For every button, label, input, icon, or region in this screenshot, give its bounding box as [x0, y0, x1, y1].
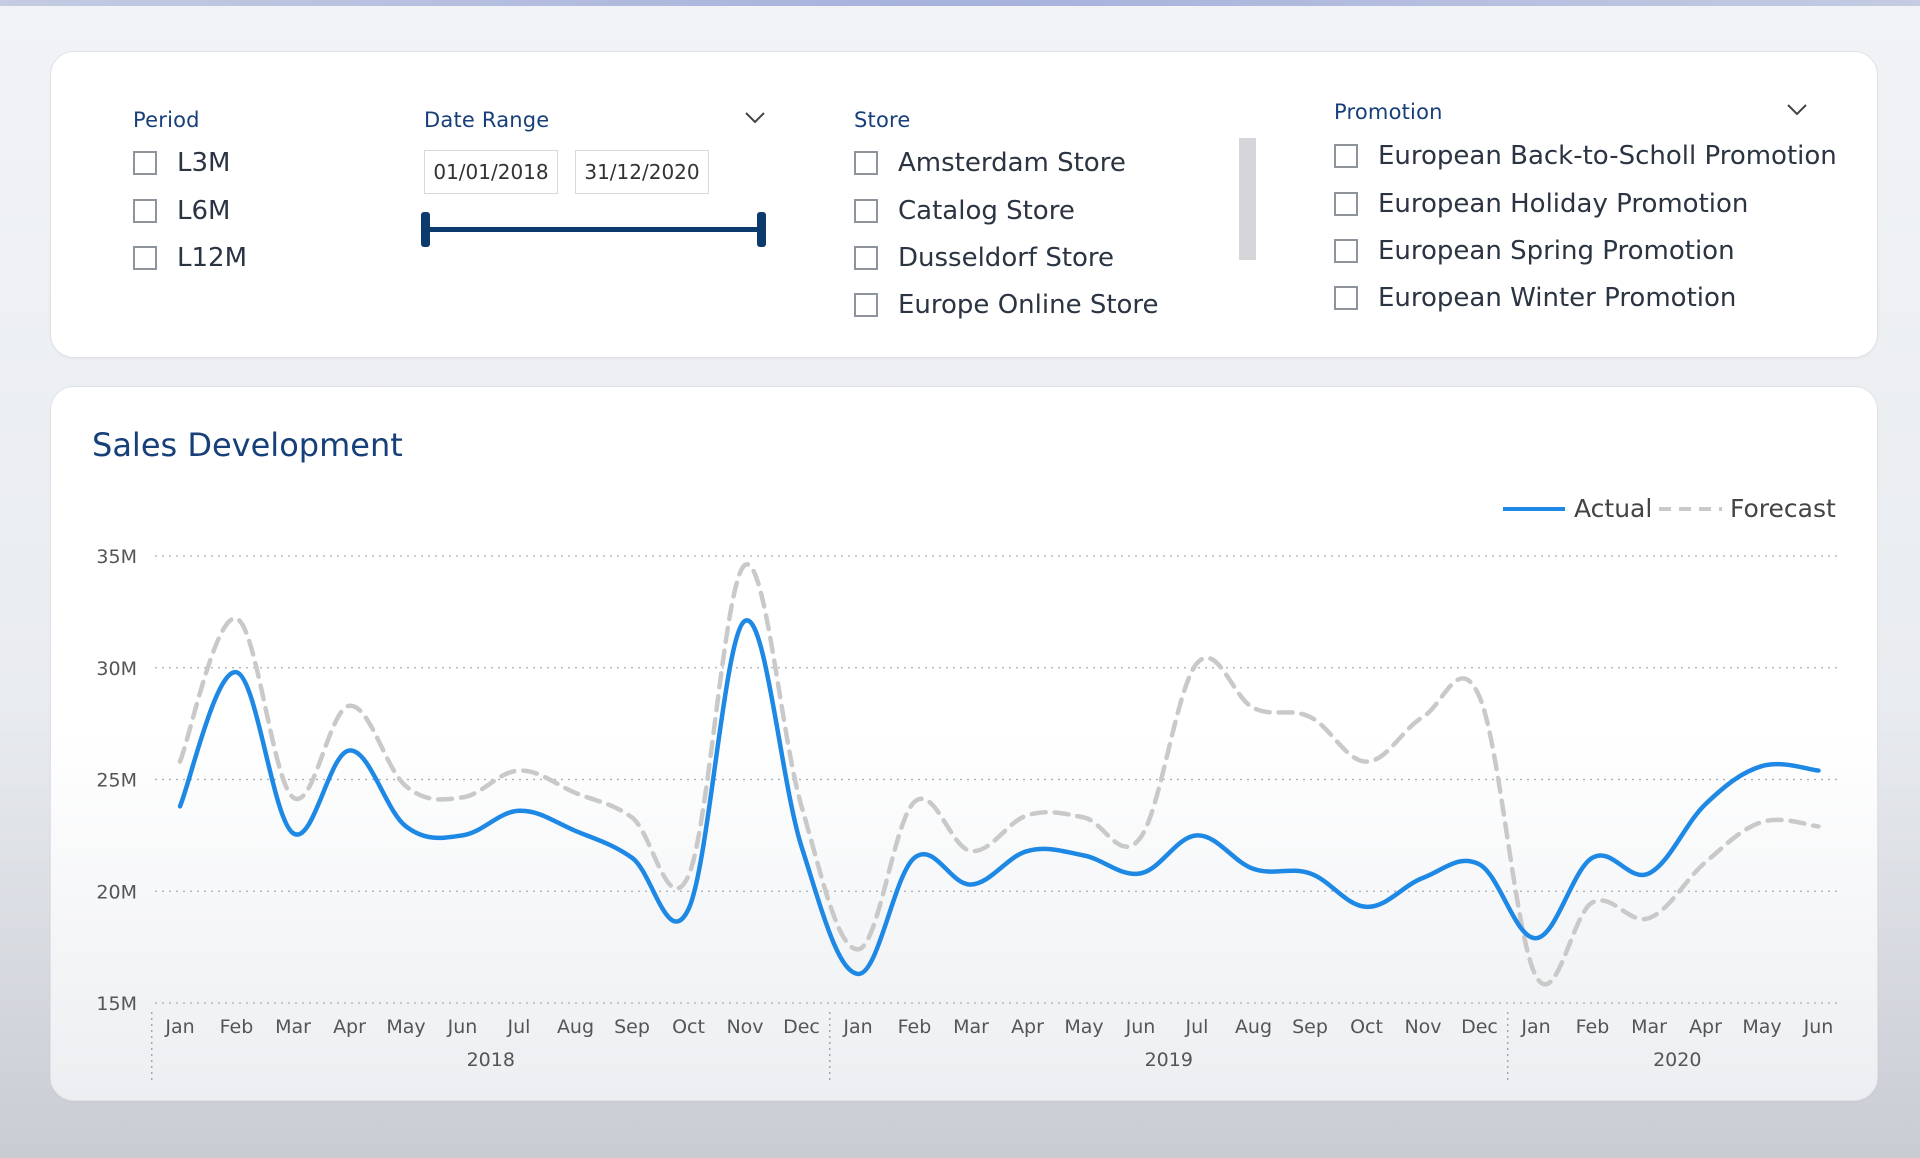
- y-tick-label: 35M: [96, 546, 137, 568]
- checkbox-icon[interactable]: [133, 246, 157, 270]
- x-tick-label: Feb: [898, 1016, 932, 1038]
- filter-panel: [50, 51, 1878, 358]
- x-tick-label: Aug: [1235, 1016, 1272, 1038]
- period-option-label: L6M: [177, 196, 231, 226]
- x-tick-label: Dec: [1461, 1016, 1498, 1038]
- x-tick-label: Sep: [614, 1016, 650, 1038]
- date-range-start-handle[interactable]: [421, 212, 430, 247]
- period-slicer-title: Period: [133, 108, 200, 132]
- period-option-label: L3M: [177, 148, 231, 178]
- period-option-l12m[interactable]: L12M: [133, 241, 247, 275]
- store-option-dusseldorf[interactable]: Dusseldorf Store: [854, 241, 1114, 275]
- y-tick-label: 15M: [96, 993, 137, 1015]
- x-tick-label: Jan: [842, 1016, 872, 1038]
- store-option-amsterdam[interactable]: Amsterdam Store: [854, 146, 1126, 180]
- actual-series-line[interactable]: [177, 618, 1821, 977]
- chevron-down-icon[interactable]: [744, 111, 766, 125]
- period-option-l3m[interactable]: L3M: [133, 146, 230, 180]
- store-option-label: Catalog Store: [898, 196, 1075, 226]
- x-tick-label: Mar: [953, 1016, 989, 1038]
- checkbox-icon[interactable]: [1334, 239, 1358, 263]
- promotion-option-winter[interactable]: European Winter Promotion: [1334, 281, 1736, 315]
- checkbox-icon[interactable]: [854, 151, 878, 175]
- y-tick-label: 30M: [96, 658, 137, 680]
- chevron-down-icon[interactable]: [1786, 103, 1808, 117]
- date-range-slicer-title: Date Range: [424, 108, 550, 132]
- x-tick-label: Oct: [672, 1016, 705, 1038]
- x-tick-label: Feb: [1576, 1016, 1610, 1038]
- year-label: 2018: [467, 1049, 515, 1071]
- date-range-slider-track[interactable]: [425, 227, 763, 232]
- x-tick-label: Aug: [557, 1016, 594, 1038]
- x-tick-label: May: [1064, 1016, 1103, 1038]
- promotion-option-label: European Back-to-Scholl Promotion: [1378, 141, 1837, 171]
- x-tick-label: Jun: [1125, 1016, 1156, 1038]
- y-tick-label: 20M: [96, 881, 137, 903]
- year-label: 2020: [1653, 1049, 1701, 1071]
- x-tick-label: Jun: [1803, 1016, 1834, 1038]
- x-tick-label: Dec: [783, 1016, 820, 1038]
- x-tick-label: Apr: [1689, 1016, 1722, 1038]
- year-label: 2019: [1145, 1049, 1193, 1071]
- promotion-option-label: European Spring Promotion: [1378, 236, 1735, 266]
- checkbox-icon[interactable]: [1334, 144, 1358, 168]
- x-tick-label: Oct: [1350, 1016, 1383, 1038]
- store-option-label: Dusseldorf Store: [898, 243, 1115, 273]
- chart-axes: 15M 20M 25M 30M 35M Jan Feb Mar Apr May Jun Jul Aug S…: [96, 546, 1833, 1080]
- forecast-series-line[interactable]: [177, 562, 1821, 987]
- x-tick-label: Sep: [1292, 1016, 1328, 1038]
- date-range-start-input[interactable]: 01/01/2018: [424, 150, 558, 194]
- checkbox-icon[interactable]: [854, 199, 878, 223]
- checkbox-icon[interactable]: [1334, 286, 1358, 310]
- x-tick-label: Mar: [1631, 1016, 1667, 1038]
- store-list-scrollbar[interactable]: [1239, 138, 1256, 260]
- legend-forecast-label[interactable]: Forecast: [1730, 494, 1836, 523]
- checkbox-icon[interactable]: [854, 246, 878, 270]
- x-tick-label: Feb: [220, 1016, 254, 1038]
- checkbox-icon[interactable]: [133, 151, 157, 175]
- x-tick-label: Nov: [1404, 1016, 1441, 1038]
- x-tick-label: Mar: [275, 1016, 311, 1038]
- chart-legend[interactable]: Actual Forecast: [1503, 494, 1836, 523]
- period-option-label: L12M: [177, 243, 248, 273]
- promotion-option-back-to-school[interactable]: European Back-to-Scholl Promotion: [1334, 139, 1837, 173]
- promotion-option-label: European Winter Promotion: [1378, 283, 1737, 313]
- window-top-border: [0, 0, 1920, 6]
- date-range-end-handle[interactable]: [757, 212, 766, 247]
- x-tick-label: Jan: [164, 1016, 194, 1038]
- x-tick-label: Jun: [447, 1016, 478, 1038]
- promotion-option-spring[interactable]: European Spring Promotion: [1334, 234, 1735, 268]
- store-option-europe-online[interactable]: Europe Online Store: [854, 288, 1159, 322]
- x-tick-label: Apr: [333, 1016, 366, 1038]
- store-slicer-title: Store: [854, 108, 911, 132]
- chart-gridlines: [155, 555, 1838, 1004]
- store-option-label: Europe Online Store: [898, 290, 1159, 320]
- promotion-option-label: European Holiday Promotion: [1378, 189, 1749, 219]
- x-tick-label: Nov: [726, 1016, 763, 1038]
- checkbox-icon[interactable]: [133, 199, 157, 223]
- promotion-option-holiday[interactable]: European Holiday Promotion: [1334, 187, 1748, 221]
- x-tick-label: Jul: [1185, 1016, 1209, 1038]
- store-option-catalog[interactable]: Catalog Store: [854, 194, 1075, 228]
- x-tick-label: May: [1742, 1016, 1781, 1038]
- period-option-l6m[interactable]: L6M: [133, 194, 230, 228]
- x-tick-label: Apr: [1011, 1016, 1044, 1038]
- checkbox-icon[interactable]: [1334, 192, 1358, 216]
- checkbox-icon[interactable]: [854, 293, 878, 317]
- legend-actual-label[interactable]: Actual: [1574, 494, 1652, 523]
- chart-title: Sales Development: [92, 426, 403, 464]
- x-tick-label: Jul: [507, 1016, 531, 1038]
- promotion-slicer-title: Promotion: [1334, 100, 1443, 124]
- date-range-end-input[interactable]: 31/12/2020: [575, 150, 709, 194]
- chart-series[interactable]: [177, 562, 1821, 987]
- x-tick-label: May: [386, 1016, 425, 1038]
- x-tick-label: Jan: [1520, 1016, 1550, 1038]
- y-tick-label: 25M: [96, 770, 137, 792]
- store-option-label: Amsterdam Store: [898, 148, 1126, 178]
- sales-development-visual[interactable]: [50, 386, 1878, 1101]
